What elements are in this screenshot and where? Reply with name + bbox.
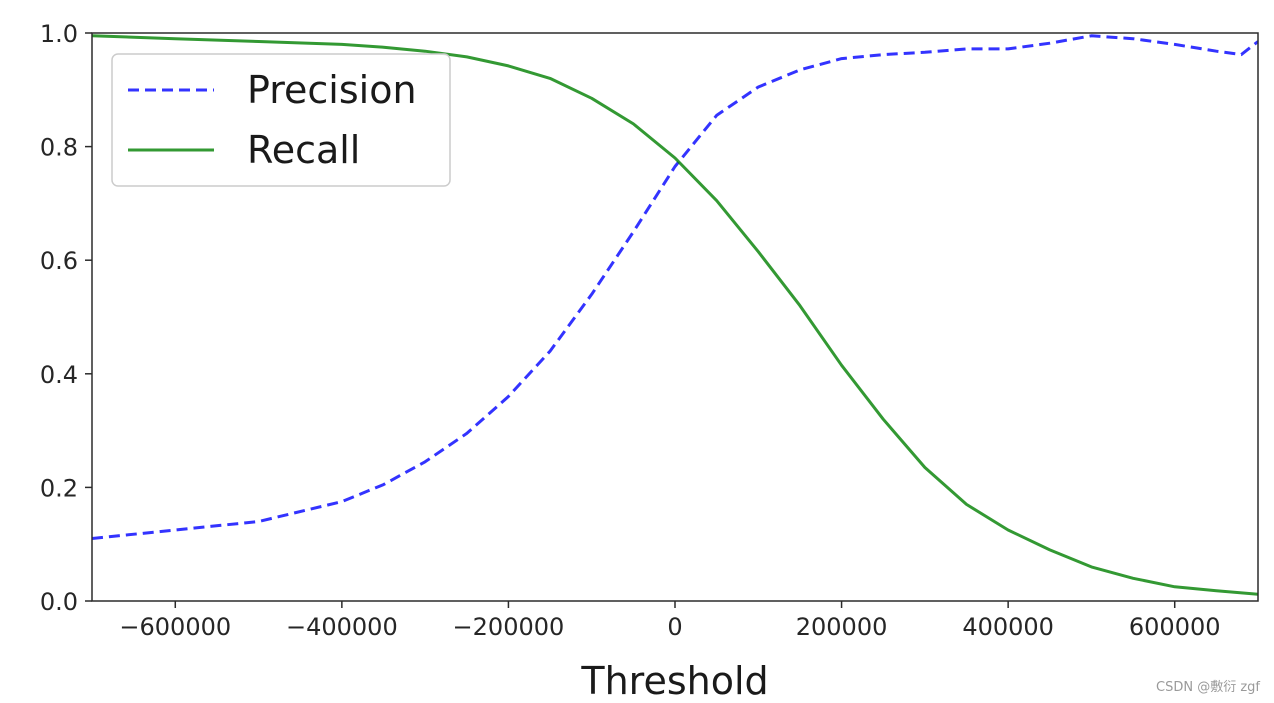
- y-tick-label: 0.6: [40, 247, 78, 275]
- x-tick-label: 400000: [962, 613, 1054, 641]
- series-line-recall: [92, 34, 1258, 596]
- x-axis-title: Threshold: [580, 659, 768, 703]
- legend: Precision Recall: [111, 53, 451, 187]
- y-axis-ticks: 0.0 0.2 0.4 0.6 0.8 1.0: [40, 20, 92, 616]
- curves-layer: [92, 34, 1258, 596]
- x-axis-ticks: −600000 −400000 −200000 0 200000 400000 600000: [119, 601, 1221, 641]
- series-line-precision: [92, 34, 1258, 540]
- x-tick-label: −400000: [286, 613, 398, 641]
- x-tick-label: 0: [667, 613, 682, 641]
- x-tick-label: 600000: [1129, 613, 1221, 641]
- legend-label-precision: Precision: [247, 68, 417, 112]
- y-tick-label: 0.0: [40, 588, 78, 616]
- y-tick-label: 1.0: [40, 20, 78, 48]
- x-tick-label: −600000: [119, 613, 231, 641]
- x-tick-label: 200000: [796, 613, 888, 641]
- x-tick-label: −200000: [453, 613, 565, 641]
- legend-label-recall: Recall: [247, 128, 360, 172]
- y-tick-label: 0.8: [40, 134, 78, 162]
- y-tick-label: 0.4: [40, 361, 78, 389]
- watermark: CSDN @敷衍 zgf: [1156, 680, 1260, 695]
- legend-box: [111, 53, 451, 187]
- y-tick-label: 0.2: [40, 474, 78, 502]
